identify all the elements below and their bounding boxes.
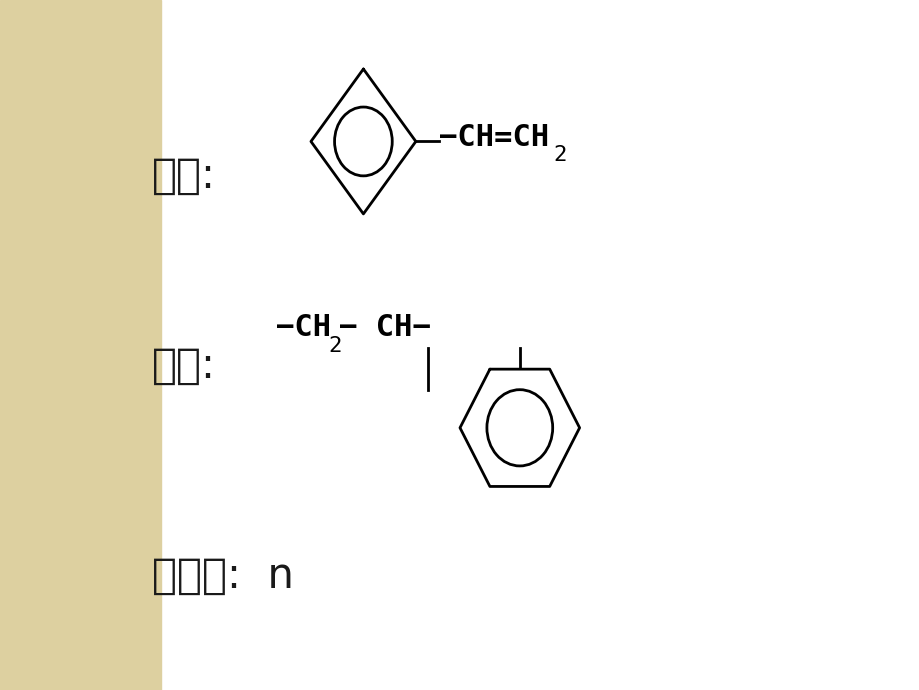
Text: 链节数:  n: 链节数: n	[152, 555, 293, 597]
Text: −CH=CH: −CH=CH	[438, 124, 549, 152]
Text: − CH−: − CH−	[338, 313, 430, 342]
Text: −CH: −CH	[276, 313, 331, 342]
Text: 链节:: 链节:	[152, 345, 216, 386]
Text: 单体:: 单体:	[152, 155, 216, 197]
Text: 2: 2	[328, 337, 342, 356]
Text: 2: 2	[553, 146, 567, 165]
